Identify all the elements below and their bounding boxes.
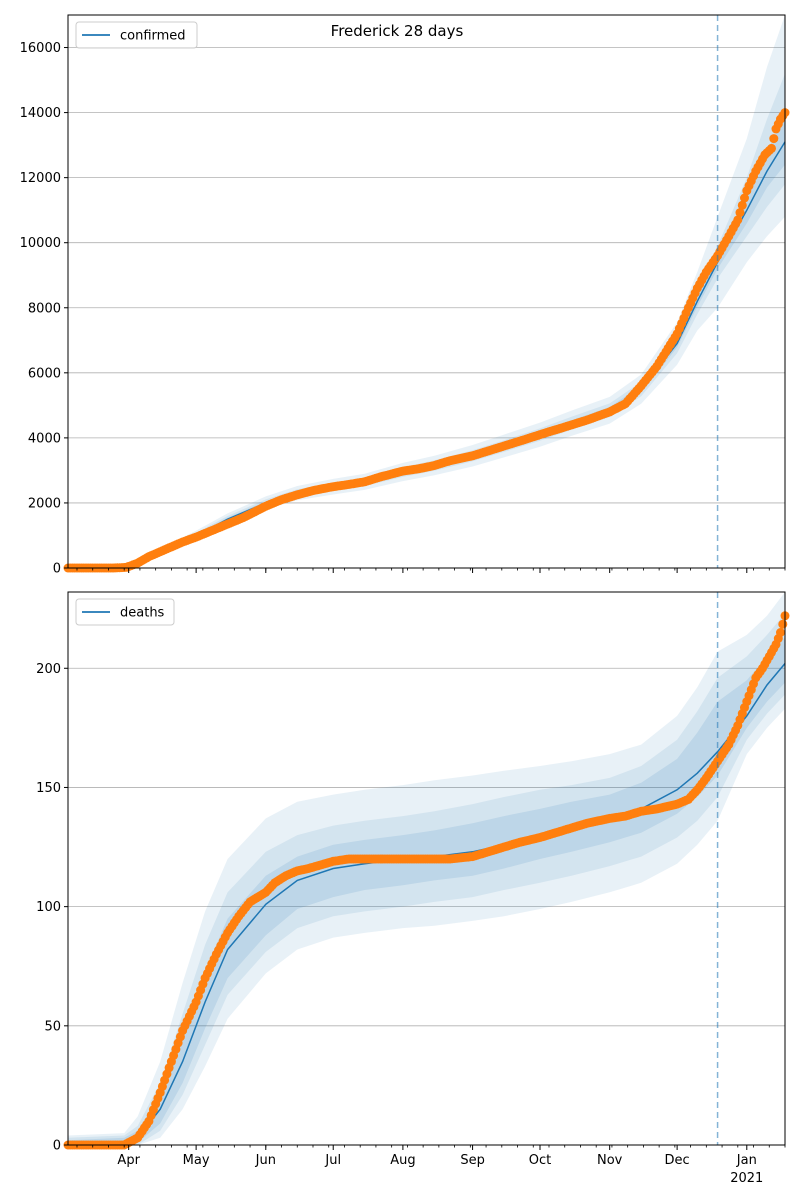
legend-box [75, 21, 198, 49]
confirmed-panel: 0 2000 4000 6000 8000 10000 12000 14000 16000 con… [20, 14, 790, 577]
observed-point [733, 215, 743, 225]
y-tick-label: 0 [53, 562, 61, 577]
y-tick-label: 100 [36, 900, 61, 915]
x-tick-label: Jul [324, 1153, 341, 1168]
deaths-panel: 0 50 100 150 200 Apr May Jun Jul Aug Sep Oct Nov Dec J… [36, 591, 790, 1186]
x-tick-label: Jun [255, 1153, 276, 1168]
legend-label: confirmed [120, 29, 186, 44]
x-tick-label: Sep [460, 1153, 485, 1168]
y-tick-label: 14000 [20, 106, 61, 121]
legend: confirmed [75, 21, 198, 49]
figure-title: Frederick 28 days [331, 22, 464, 40]
y-tick-label: 10000 [20, 236, 61, 251]
x-tick-label: Jan [736, 1153, 757, 1168]
x-tick-label: Nov [597, 1153, 623, 1168]
observed-point [767, 143, 776, 153]
x-tick-label: Dec [665, 1153, 690, 1168]
legend: deaths [75, 598, 175, 626]
axes-frame [67, 591, 786, 1146]
y-tick-label: 50 [44, 1019, 61, 1034]
observed-point [776, 628, 785, 637]
y-tick-label: 4000 [28, 431, 61, 446]
axes-frame [67, 14, 786, 569]
y-tick-label: 150 [36, 781, 61, 796]
x-tick-label: May [183, 1153, 210, 1168]
x-tick-label: Oct [529, 1153, 551, 1168]
y-tick-label: 16000 [20, 41, 61, 56]
y-tick-label: 200 [36, 662, 61, 677]
legend-box [75, 598, 175, 626]
observed-point [737, 200, 747, 210]
observed-points [63, 611, 790, 1150]
legend-label: deaths [120, 606, 165, 621]
prediction-band [68, 73, 785, 568]
observed-points [63, 108, 790, 573]
y-tick-label: 6000 [28, 366, 61, 381]
observed-point [740, 193, 749, 203]
x-tick-label: Apr [117, 1153, 140, 1168]
y-tick-label: 12000 [20, 171, 61, 186]
prediction-band [68, 613, 785, 1145]
observed-point [778, 619, 788, 629]
prediction-band [68, 592, 785, 1145]
y-tick-label: 8000 [28, 301, 61, 316]
observed-point [735, 208, 745, 218]
y-tick-label: 2000 [28, 496, 61, 511]
x-year-label: 2021 [730, 1171, 763, 1186]
x-tick-label: Aug [390, 1153, 415, 1168]
prediction-band [68, 15, 785, 568]
observed-point [769, 134, 779, 144]
y-tick-label: 0 [53, 1139, 61, 1154]
